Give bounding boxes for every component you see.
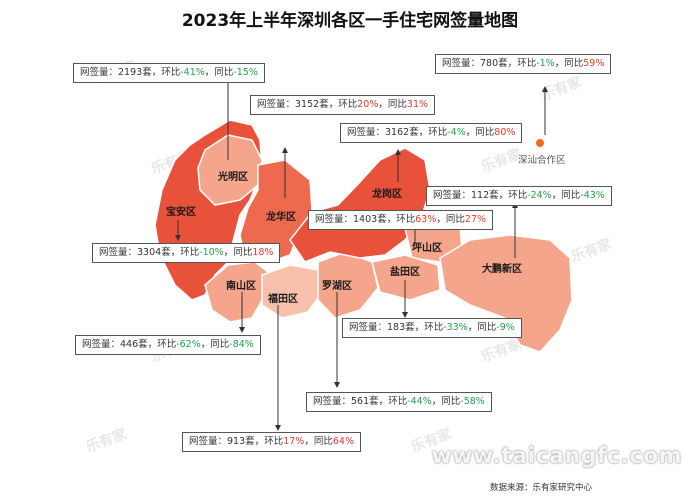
- info-box-dapeng: 网签量：112套，环比-24%，同比-43%: [426, 186, 612, 206]
- district-label-guangming: 光明区: [217, 170, 248, 183]
- district-shape-yantian[interactable]: [371, 254, 441, 301]
- district-shape-dapeng[interactable]: [439, 234, 573, 353]
- district-label-baoan: 宝安区: [166, 205, 196, 218]
- district-label-longhua: 龙华区: [265, 210, 296, 223]
- district-label-pingshan: 坪山区: [412, 241, 442, 254]
- info-box-pingshan: 网签量：1403套，环比63%，同比27%: [308, 210, 494, 230]
- info-box-longgang: 网签量：3162套，环比-4%，同比80%: [340, 123, 523, 143]
- info-box-shenshan: 网签量：780套，环比-1%，同比59%: [435, 54, 612, 74]
- info-box-futian: 网签量：913套，环比17%，同比64%: [182, 432, 361, 452]
- shenshan-location-dot: [536, 139, 544, 147]
- district-label-yantian: 盐田区: [390, 265, 420, 278]
- district-shape-guangming[interactable]: [197, 134, 263, 206]
- district-label-futian: 福田区: [267, 292, 298, 305]
- info-box-yantian: 网签量：183套，环比-33%，同比-9%: [342, 318, 522, 338]
- district-label-luohu: 罗湖区: [322, 279, 352, 292]
- watermark-url: www.taicangfc.com: [431, 444, 682, 469]
- district-label-shenshan: 深汕合作区: [518, 154, 566, 166]
- district-label-nanshan: 南山区: [226, 279, 256, 292]
- data-source-note: 数据来源：乐有家研究中心: [489, 483, 592, 493]
- info-box-nanshan: 网签量：446套，环比-62%，同比-84%: [75, 335, 261, 355]
- info-box-luohu: 网签量：561套，环比-44%，同比-58%: [306, 392, 492, 412]
- district-label-dapeng: 大鹏新区: [482, 262, 522, 275]
- info-box-guangming: 网签量：2193套，环比-41%，同比-15%: [73, 63, 265, 83]
- info-box-baoan: 网签量：3304套，环比-10%，同比18%: [92, 243, 281, 263]
- district-label-longgang: 龙岗区: [371, 187, 402, 200]
- district-shape-futian[interactable]: [261, 264, 321, 319]
- info-box-longhua: 网签量：3152套，环比20%，同比31%: [250, 95, 436, 115]
- map-title: 2023年上半年深圳各区一手住宅网签量地图: [181, 11, 519, 31]
